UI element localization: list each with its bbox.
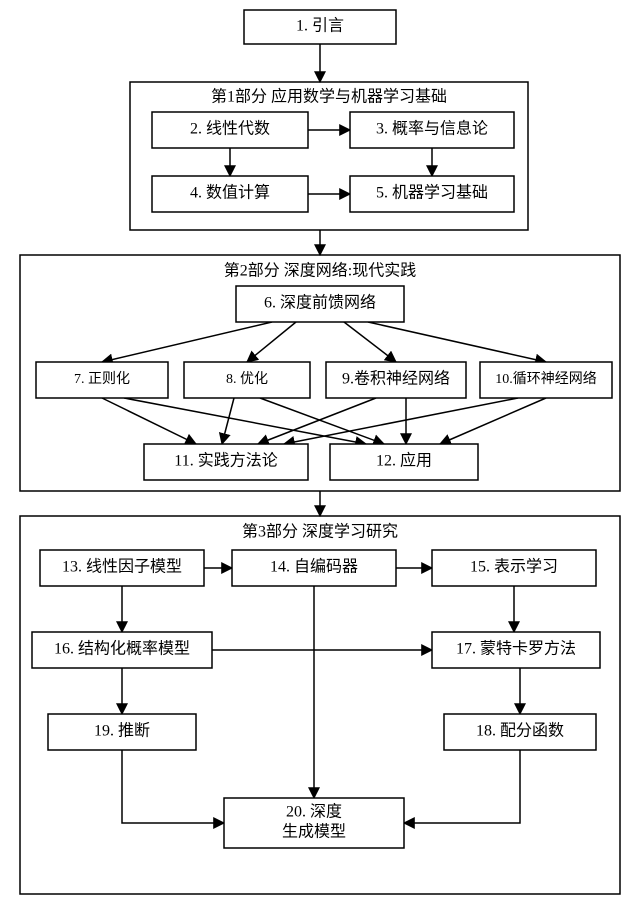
- node-label-n5: 5. 机器学习基础: [376, 184, 488, 202]
- node-label-n17: 17. 蒙特卡罗方法: [456, 640, 576, 658]
- node-label-n14: 14. 自编码器: [270, 558, 358, 576]
- node-label-n16: 16. 结构化概率模型: [54, 640, 190, 658]
- edge-7: [247, 322, 296, 362]
- node-label-n13: 13. 线性因子模型: [62, 558, 182, 576]
- node-label-n1: 1. 引言: [296, 17, 344, 35]
- node-label-n12: 12. 应用: [376, 451, 432, 470]
- node-label-n20-1: 20. 深度: [286, 803, 342, 821]
- edge-12: [222, 398, 234, 444]
- node-label-n8: 8. 优化: [226, 371, 268, 387]
- edge-8: [344, 322, 396, 362]
- edge-28: [404, 750, 520, 823]
- edge-16: [284, 398, 518, 444]
- edge-27: [122, 750, 224, 823]
- node-label-n4: 4. 数值计算: [190, 183, 270, 202]
- edge-6: [102, 322, 272, 362]
- edge-11: [124, 398, 366, 444]
- flowchart: 第1部分 应用数学与机器学习基础第2部分 深度网络:现代实践第3部分 深度学习研…: [0, 0, 640, 903]
- section-title-s2: 第2部分 深度网络:现代实践: [224, 261, 416, 280]
- section-title-s3: 第3部分 深度学习研究: [242, 523, 398, 541]
- node-label-n20-2: 生成模型: [282, 823, 346, 841]
- node-label-n11: 11. 实践方法论: [174, 452, 277, 470]
- edge-9: [368, 322, 546, 362]
- node-label-n9: 9.卷积神经网络: [342, 369, 450, 388]
- node-label-n3: 3. 概率与信息论: [376, 120, 488, 138]
- section-title-s1: 第1部分 应用数学与机器学习基础: [211, 87, 447, 106]
- node-label-n2: 2. 线性代数: [190, 120, 270, 138]
- edge-17: [440, 398, 546, 444]
- node-label-n10: 10.循环神经网络: [495, 371, 597, 387]
- node-label-n18: 18. 配分函数: [476, 722, 564, 740]
- node-label-n19: 19. 推断: [94, 722, 150, 740]
- node-label-n7: 7. 正则化: [74, 371, 130, 387]
- node-label-n6: 6. 深度前馈网络: [264, 293, 376, 312]
- node-label-n15: 15. 表示学习: [470, 558, 558, 576]
- edge-10: [102, 398, 196, 444]
